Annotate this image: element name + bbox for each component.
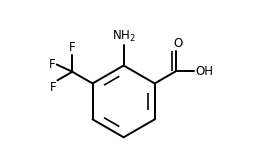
Text: F: F	[69, 41, 76, 54]
Text: F: F	[50, 81, 57, 94]
Text: O: O	[173, 37, 182, 50]
Text: F: F	[49, 58, 56, 71]
Text: NH$_2$: NH$_2$	[112, 29, 136, 44]
Text: OH: OH	[195, 65, 213, 78]
